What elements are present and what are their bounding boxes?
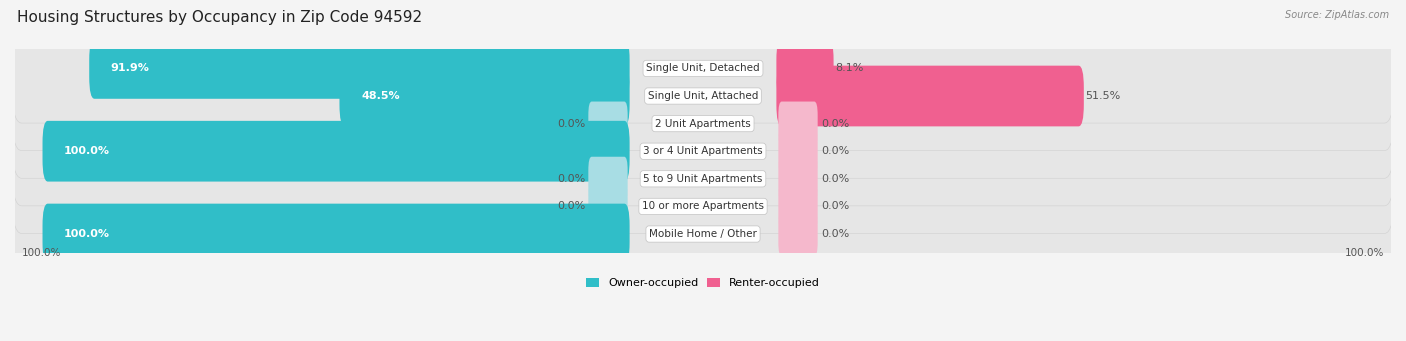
Text: 0.0%: 0.0% [821,146,849,156]
Text: Mobile Home / Other: Mobile Home / Other [650,229,756,239]
FancyBboxPatch shape [779,129,818,173]
FancyBboxPatch shape [779,102,818,146]
Text: 3 or 4 Unit Apartments: 3 or 4 Unit Apartments [643,146,763,156]
FancyBboxPatch shape [42,204,630,264]
FancyBboxPatch shape [11,97,1395,206]
Text: 0.0%: 0.0% [821,202,849,211]
FancyBboxPatch shape [11,179,1395,288]
Text: 0.0%: 0.0% [821,119,849,129]
Text: 100.0%: 100.0% [65,146,110,156]
Text: 100.0%: 100.0% [65,229,110,239]
Text: 8.1%: 8.1% [835,63,863,73]
Text: Source: ZipAtlas.com: Source: ZipAtlas.com [1285,10,1389,20]
FancyBboxPatch shape [779,157,818,201]
FancyBboxPatch shape [776,38,834,99]
Text: 0.0%: 0.0% [821,174,849,184]
FancyBboxPatch shape [776,66,1084,127]
Text: 10 or more Apartments: 10 or more Apartments [643,202,763,211]
FancyBboxPatch shape [779,212,818,256]
Text: 5 to 9 Unit Apartments: 5 to 9 Unit Apartments [644,174,762,184]
Text: 51.5%: 51.5% [1085,91,1121,101]
FancyBboxPatch shape [11,14,1395,123]
FancyBboxPatch shape [11,69,1395,178]
Text: Single Unit, Detached: Single Unit, Detached [647,63,759,73]
FancyBboxPatch shape [42,121,630,181]
Text: 0.0%: 0.0% [557,119,585,129]
Text: 48.5%: 48.5% [361,91,399,101]
FancyBboxPatch shape [588,184,627,228]
FancyBboxPatch shape [11,152,1395,261]
Legend: Owner-occupied, Renter-occupied: Owner-occupied, Renter-occupied [581,273,825,293]
FancyBboxPatch shape [11,41,1395,151]
Text: Single Unit, Attached: Single Unit, Attached [648,91,758,101]
Text: 0.0%: 0.0% [557,202,585,211]
FancyBboxPatch shape [779,184,818,228]
FancyBboxPatch shape [588,157,627,201]
Text: 2 Unit Apartments: 2 Unit Apartments [655,119,751,129]
Text: 100.0%: 100.0% [21,248,60,258]
FancyBboxPatch shape [89,38,630,99]
FancyBboxPatch shape [11,124,1395,234]
Text: 0.0%: 0.0% [821,229,849,239]
FancyBboxPatch shape [339,66,630,127]
Text: 0.0%: 0.0% [557,174,585,184]
Text: Housing Structures by Occupancy in Zip Code 94592: Housing Structures by Occupancy in Zip C… [17,10,422,25]
Text: 91.9%: 91.9% [111,63,149,73]
FancyBboxPatch shape [588,102,627,146]
Text: 100.0%: 100.0% [1346,248,1385,258]
